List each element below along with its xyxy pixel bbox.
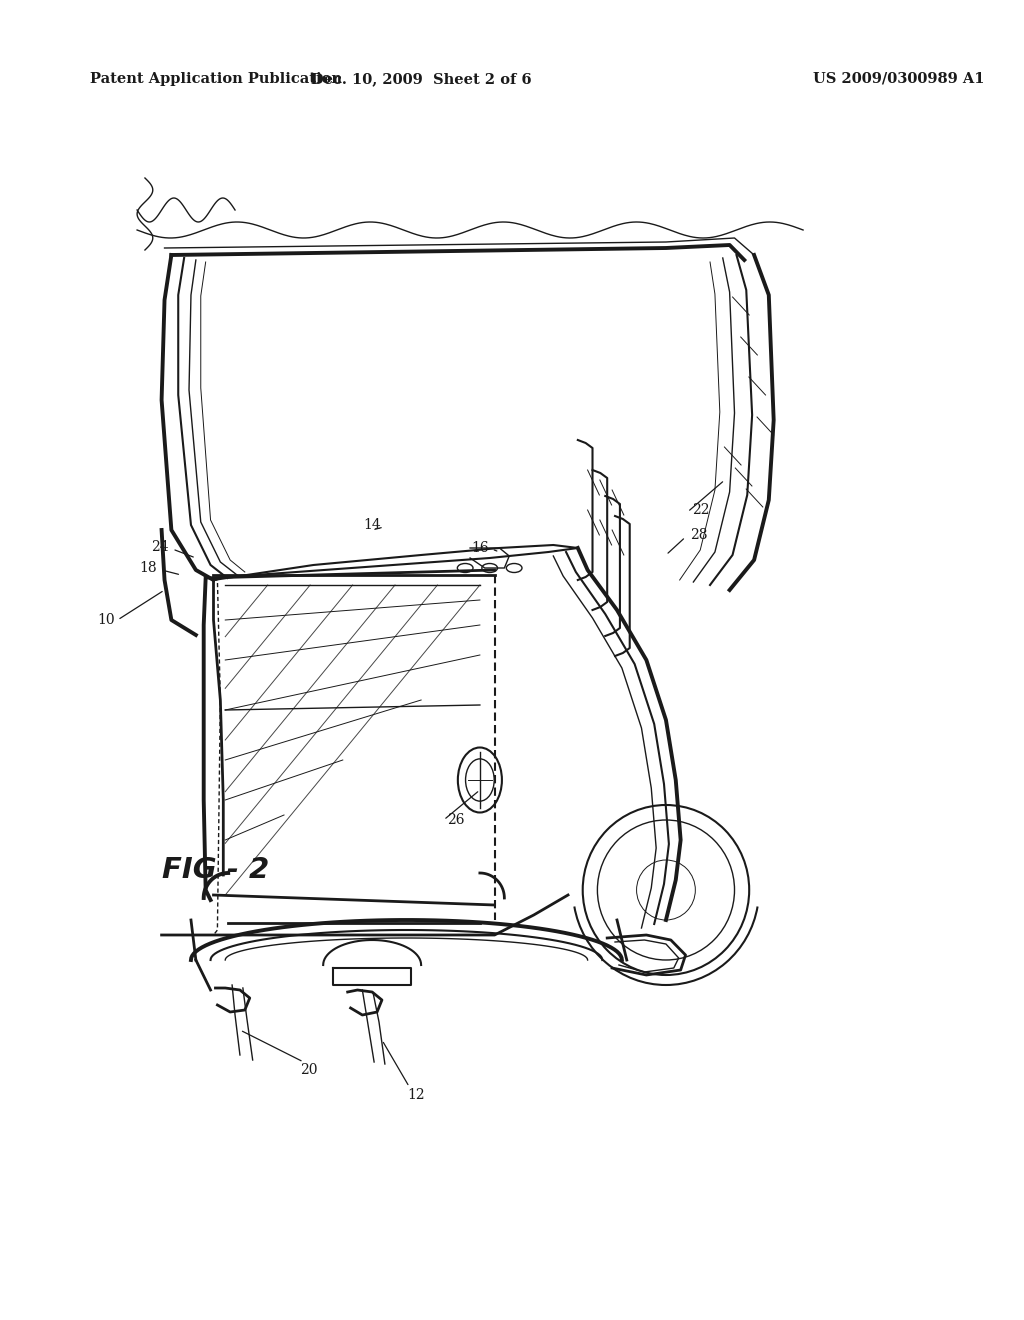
Text: Patent Application Publication: Patent Application Publication (90, 73, 342, 86)
Text: 12: 12 (408, 1088, 425, 1102)
Text: 10: 10 (97, 612, 115, 627)
Text: US 2009/0300989 A1: US 2009/0300989 A1 (813, 73, 984, 86)
Text: 22: 22 (692, 503, 710, 517)
Text: 26: 26 (446, 813, 464, 828)
Text: 24: 24 (151, 540, 168, 554)
Text: 16: 16 (471, 541, 488, 554)
Text: 20: 20 (300, 1063, 317, 1077)
Text: Dec. 10, 2009  Sheet 2 of 6: Dec. 10, 2009 Sheet 2 of 6 (311, 73, 531, 86)
Text: 28: 28 (690, 528, 708, 543)
Text: 14: 14 (364, 517, 381, 532)
Text: 18: 18 (139, 561, 157, 576)
Text: FIG - 2: FIG - 2 (162, 855, 269, 884)
